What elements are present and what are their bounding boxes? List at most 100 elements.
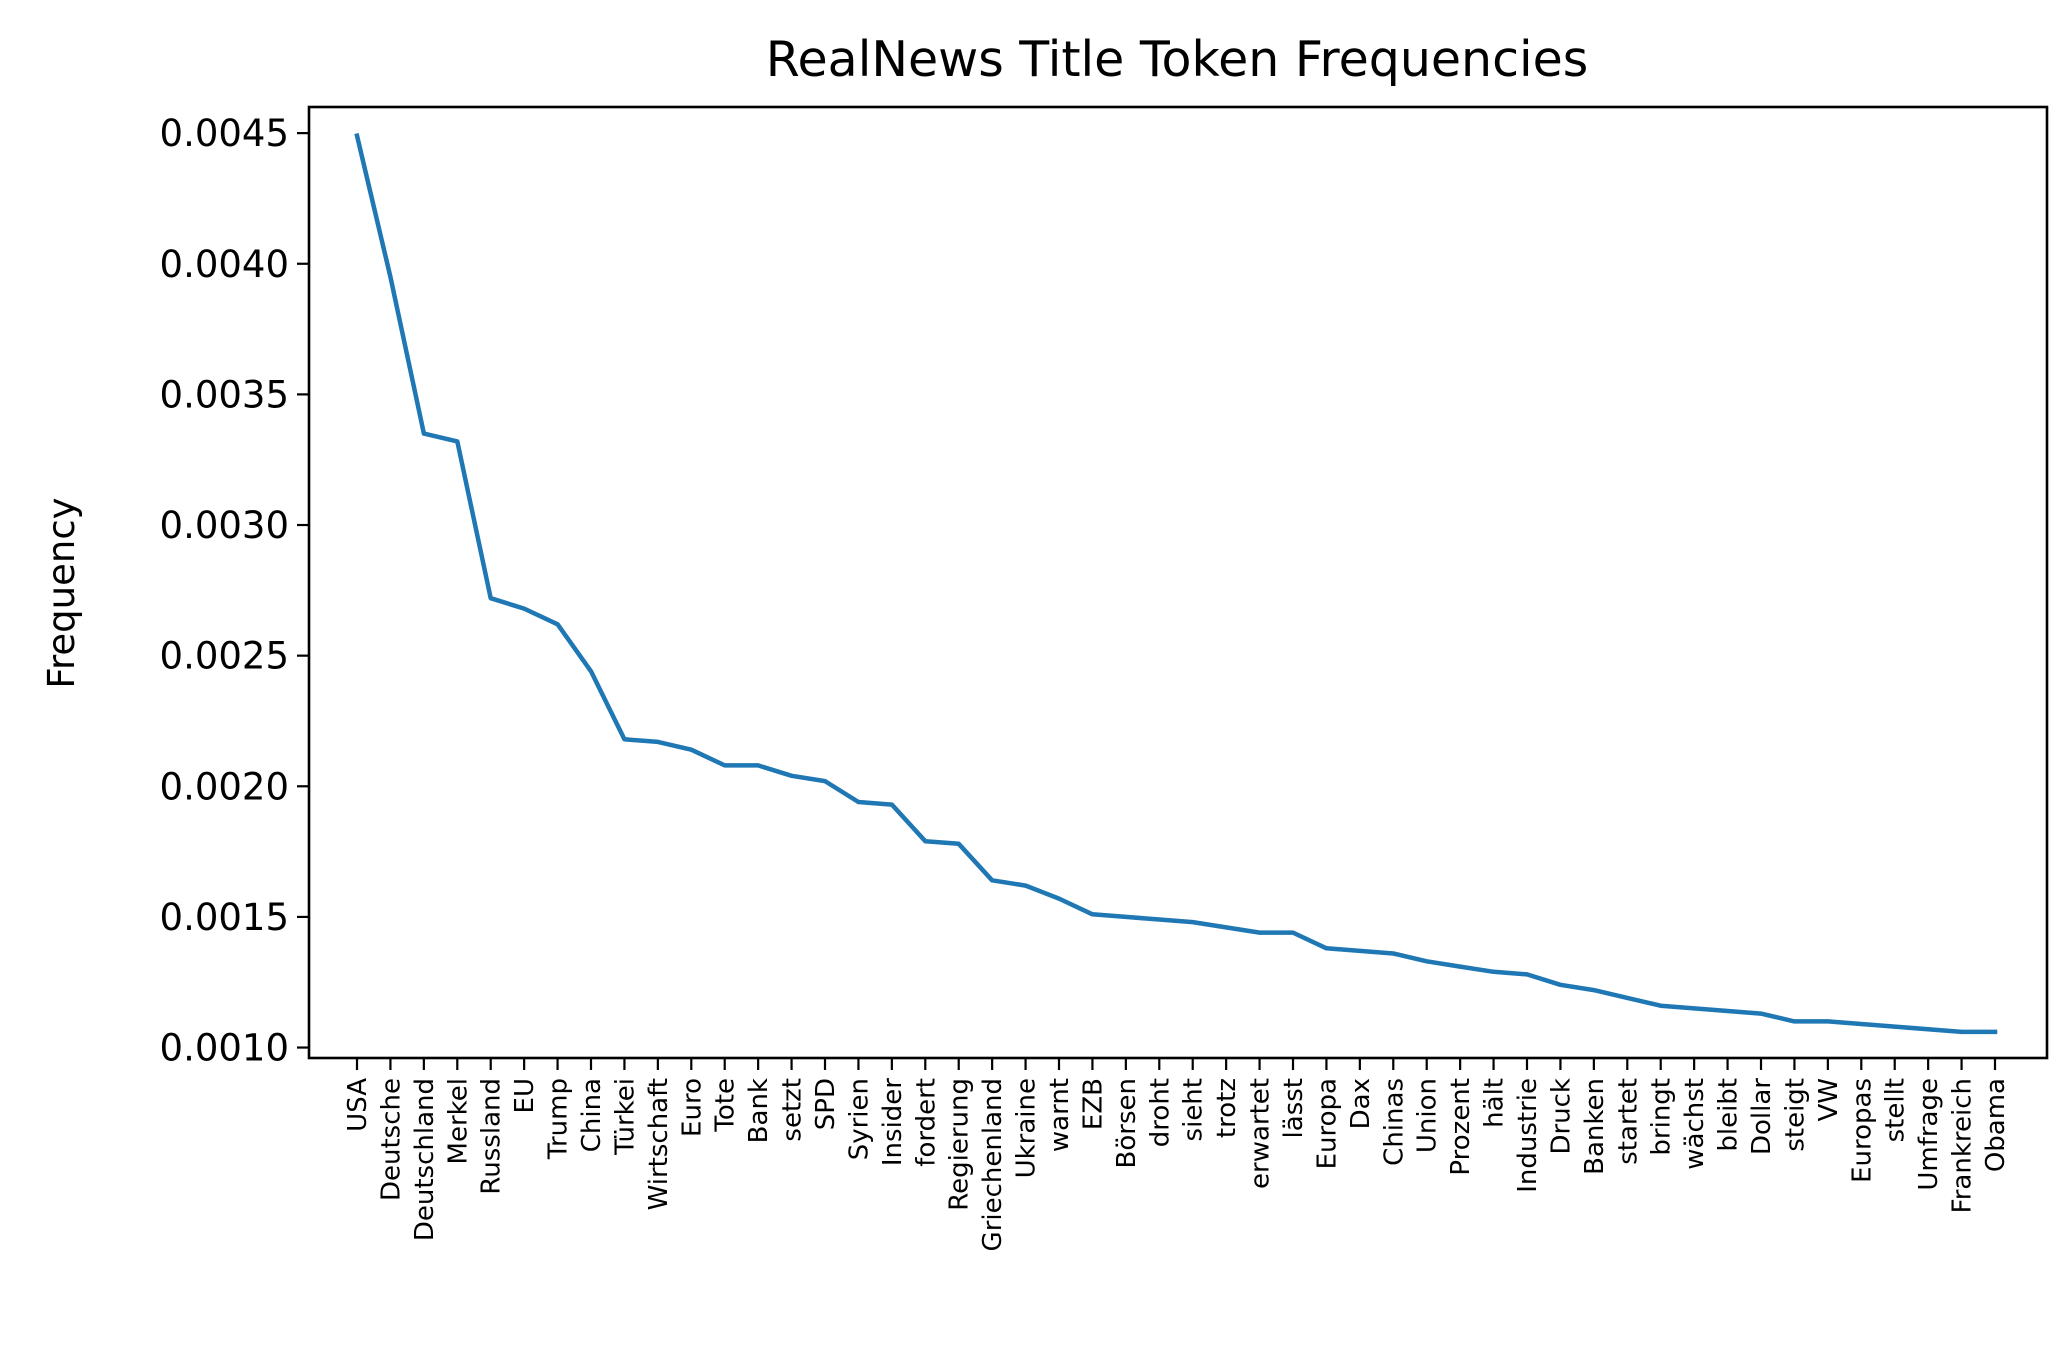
data-point (990, 878, 995, 883)
x-tick-label: stellt (1881, 1078, 1911, 1142)
x-tick-label: Insider (878, 1078, 908, 1166)
x-tick-label: Regierung (945, 1078, 975, 1211)
x-tick-label: Obama (1981, 1078, 2011, 1172)
x-tick-label: Druck (1546, 1078, 1576, 1155)
data-point (1357, 948, 1362, 953)
data-point (1090, 912, 1095, 917)
x-tick-label: Industrie (1513, 1078, 1543, 1193)
data-point (522, 606, 527, 611)
data-point (923, 839, 928, 844)
data-point (1926, 1027, 1931, 1032)
data-point (1157, 917, 1162, 922)
data-point (622, 737, 627, 742)
x-tick-label: droht (1145, 1078, 1175, 1147)
x-tick-label: Dollar (1747, 1078, 1777, 1155)
y-tick-label: 0.0030 (160, 504, 289, 547)
x-tick-label: Ukraine (1012, 1078, 1042, 1178)
y-axis-label: Frequency (40, 497, 83, 688)
data-point (1257, 930, 1262, 935)
data-point (1692, 1006, 1697, 1011)
data-point (1859, 1022, 1864, 1027)
data-point (889, 802, 894, 807)
data-point (823, 779, 827, 784)
x-tick-label: SPD (811, 1078, 841, 1130)
x-tick-label: steigt (1780, 1078, 1810, 1152)
x-tick-label: Börsen (1112, 1078, 1142, 1168)
x-tick-label: erwartet (1246, 1078, 1276, 1189)
x-tick-label: lässt (1279, 1078, 1309, 1138)
data-point (589, 669, 593, 674)
data-point (1391, 951, 1396, 956)
data-point (1993, 1029, 1997, 1034)
data-point (1023, 883, 1028, 888)
data-point (756, 763, 761, 768)
x-tick-label: startet (1613, 1078, 1643, 1165)
data-point (1057, 896, 1061, 901)
y-tick-label: 0.0020 (160, 765, 289, 808)
x-tick-label: Bank (744, 1078, 774, 1143)
x-tick-label: Frankreich (1948, 1078, 1978, 1213)
y-tick-label: 0.0045 (160, 112, 289, 155)
data-point (488, 596, 493, 601)
data-point (1792, 1019, 1797, 1024)
chart-title: RealNews Title Token Frequencies (766, 31, 1589, 88)
data-point (1558, 982, 1563, 987)
x-tick-label: Umfrage (1914, 1078, 1944, 1191)
x-tick-label: Union (1413, 1078, 1443, 1153)
data-point (689, 747, 694, 752)
x-tick-label: Türkei (610, 1078, 640, 1156)
data-point (1759, 1011, 1763, 1016)
data-point (1424, 959, 1429, 964)
y-axis: 0.0010 0.0015 0.0020 0.0025 0.0030 0.0035 0.00… (160, 112, 309, 1070)
x-tick-label: Merkel (443, 1078, 473, 1164)
x-tick-label: hält (1480, 1078, 1510, 1128)
x-tick-label: EZB (1078, 1078, 1108, 1130)
data-point (1525, 972, 1529, 977)
data-point (1725, 1008, 1730, 1013)
y-tick-label: 0.0035 (160, 373, 289, 416)
data-point (1123, 914, 1128, 919)
series-line (354, 132, 1998, 1035)
x-tick-label: Dax (1346, 1078, 1376, 1129)
data-point (1324, 946, 1329, 951)
data-point (789, 773, 794, 778)
x-tick-label: setzt (778, 1078, 808, 1142)
x-tick-label: Deutschland (410, 1078, 440, 1241)
y-tick-label: 0.0025 (160, 635, 289, 678)
x-tick-label: sieht (1179, 1078, 1209, 1141)
data-point (856, 799, 861, 804)
x-tick-label: Syrien (844, 1078, 874, 1160)
x-tick-label: Euro (677, 1078, 707, 1137)
x-tick-label: wächst (1680, 1078, 1710, 1170)
data-point (1190, 920, 1195, 925)
data-point (722, 763, 727, 768)
x-tick-label: bleibt (1714, 1078, 1744, 1152)
data-point (1625, 995, 1630, 1000)
x-axis: USA Deutsche Deutschland Merkel Russland EU Tr… (343, 1058, 2011, 1251)
data-point (1825, 1019, 1830, 1024)
data-point (655, 739, 660, 744)
y-tick-label: 0.0015 (160, 896, 289, 939)
data-point (1959, 1029, 1964, 1034)
x-tick-label: Wirtschaft (644, 1078, 674, 1210)
x-tick-label: fordert (911, 1078, 941, 1167)
data-point (1658, 1003, 1663, 1008)
data-point (1892, 1024, 1897, 1029)
data-points (355, 133, 1997, 1034)
x-tick-label: Tote (711, 1078, 741, 1133)
x-tick-label: Chinas (1379, 1078, 1409, 1166)
x-tick-label: Europa (1312, 1078, 1342, 1169)
y-tick-label: 0.0040 (160, 243, 289, 286)
data-point (455, 439, 460, 444)
x-tick-label: warnt (1045, 1078, 1075, 1152)
x-tick-label: VW (1814, 1078, 1844, 1122)
x-tick-label: bringt (1647, 1078, 1677, 1156)
data-point (1224, 925, 1229, 930)
x-tick-label: Griechenland (978, 1078, 1008, 1251)
data-point (1458, 964, 1463, 969)
data-point (956, 841, 961, 846)
y-tick-label: 0.0010 (160, 1027, 289, 1070)
x-tick-label: Europas (1847, 1078, 1877, 1183)
x-tick-label: Banken (1580, 1078, 1610, 1175)
